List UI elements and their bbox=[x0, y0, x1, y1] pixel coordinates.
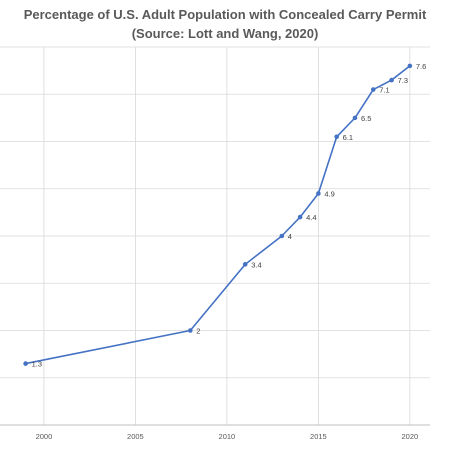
data-label: 4.9 bbox=[324, 189, 334, 198]
data-point bbox=[334, 134, 339, 140]
data-label: 3.4 bbox=[251, 260, 261, 269]
data-point bbox=[407, 63, 413, 69]
data-point bbox=[187, 328, 193, 333]
data-point bbox=[279, 233, 285, 239]
x-tick-label: 2005 bbox=[127, 432, 144, 441]
data-label: 2 bbox=[196, 327, 200, 336]
chart-title: Percentage of U.S. Adult Population with… bbox=[23, 7, 427, 22]
x-tick-label: 2000 bbox=[36, 432, 53, 441]
data-label: 6.5 bbox=[361, 114, 371, 123]
data-labels: 1.3 2 3.4 4 4.4 4.9 6.1 6.5 7.1 7.3 7.6 bbox=[32, 62, 427, 369]
data-point bbox=[242, 262, 248, 267]
data-point bbox=[352, 115, 358, 121]
data-point bbox=[297, 214, 303, 220]
data-label: 7.1 bbox=[379, 86, 389, 95]
data-label: 4.4 bbox=[306, 213, 316, 222]
data-point bbox=[389, 77, 394, 83]
data-label: 7.6 bbox=[416, 62, 426, 71]
data-point bbox=[23, 361, 28, 366]
x-tick-label: 2010 bbox=[219, 432, 236, 441]
data-label: 4 bbox=[288, 232, 292, 241]
data-label: 1.3 bbox=[32, 360, 42, 369]
data-point bbox=[316, 191, 321, 196]
x-tick-labels: 2000 2005 2010 2015 2020 bbox=[36, 432, 419, 441]
series-line bbox=[25, 65, 411, 365]
data-label: 6.1 bbox=[343, 133, 353, 142]
horizontal-gridlines bbox=[0, 46, 430, 379]
x-tick-label: 2020 bbox=[402, 432, 419, 441]
data-label: 7.3 bbox=[398, 76, 408, 85]
data-series bbox=[23, 63, 413, 366]
chart-subtitle: (Source: Lott and Wang, 2020) bbox=[131, 26, 319, 41]
data-point bbox=[370, 87, 376, 92]
x-tick-label: 2015 bbox=[310, 432, 327, 441]
chart-title-block: Percentage of U.S. Adult Population with… bbox=[0, 5, 450, 43]
